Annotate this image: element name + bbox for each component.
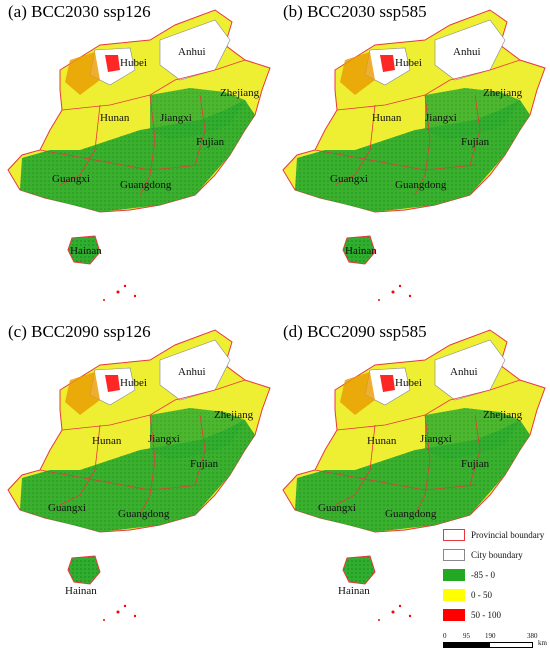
map-a [7,9,271,302]
label-guangdong: Guangdong [118,508,170,520]
label-jiangxi: Jiangxi [148,433,180,445]
scale-unit: km [538,639,547,647]
label-jiangxi: Jiangxi [425,112,457,124]
map-c [7,329,271,622]
map-legend: Provincial boundary City boundary -85 - … [443,528,548,654]
label-anhui: Anhui [178,366,206,378]
label-guangdong: Guangdong [395,179,447,191]
label-jiangxi: Jiangxi [160,112,192,124]
label-fujian: Fujian [461,136,490,148]
label-guangdong: Guangdong [385,508,437,520]
label-anhui: Anhui [453,46,481,58]
panel-title: (b) BCC2030 ssp585 [283,2,427,21]
label-guangxi: Guangxi [330,173,368,185]
legend-class2: 0 - 50 [443,588,492,602]
label-hainan: Hainan [345,245,377,257]
label-hainan: Hainan [65,585,97,597]
label-zhejiang: Zhejiang [220,87,260,99]
provincial-swatch [443,529,465,541]
legend-label: -85 - 0 [471,570,495,580]
legend-label: City boundary [471,550,523,560]
label-jiangxi: Jiangxi [420,433,452,445]
label-hubei: Hubei [120,377,147,389]
label-hunan: Hunan [367,435,397,447]
label-guangdong: Guangdong [120,179,172,191]
label-hainan: Hainan [338,585,370,597]
label-zhejiang: Zhejiang [483,87,523,99]
map-panel-a: (a) BCC2030 ssp126 [0,0,275,328]
label-hunan: Hunan [92,435,122,447]
label-zhejiang: Zhejiang [214,409,254,421]
label-zhejiang: Zhejiang [483,409,523,421]
legend-label: 0 - 50 [471,590,492,600]
city-swatch [443,549,465,561]
class1-swatch [443,569,465,581]
scale-tick: 0 [443,632,447,640]
label-anhui: Anhui [178,46,206,58]
label-guangxi: Guangxi [48,502,86,514]
scale-tick: 95 [463,632,470,640]
label-hubei: Hubei [120,57,147,69]
class3-swatch [443,609,465,621]
legend-city: City boundary [443,548,523,562]
label-guangxi: Guangxi [318,502,356,514]
label-fujian: Fujian [461,458,490,470]
label-hainan: Hainan [70,245,102,257]
legend-label: Provincial boundary [471,530,545,540]
label-anhui: Anhui [450,366,478,378]
scale-tick: 190 [485,632,496,640]
label-hubei: Hubei [395,377,422,389]
scale-seg [443,642,489,648]
label-fujian: Fujian [196,136,225,148]
map-panel-c: (c) BCC2090 ssp126 [0,320,275,648]
legend-provincial: Provincial boundary [443,528,544,542]
label-guangxi: Guangxi [52,173,90,185]
scale-bar: 0 95 190 380 km [443,632,548,654]
label-hunan: Hunan [372,112,402,124]
legend-label: 50 - 100 [471,610,501,620]
label-hubei: Hubei [395,57,422,69]
map-panel-d: (d) BCC2090 ssp585 [275,320,550,648]
label-fujian: Fujian [190,458,219,470]
panel-title: (a) BCC2030 ssp126 [8,2,151,21]
panel-title: (c) BCC2090 ssp126 [8,322,151,341]
map-panel-b: (b) BCC2030 ssp585 [275,0,550,328]
class2-swatch [443,589,465,601]
map-b [282,9,546,302]
legend-class3: 50 - 100 [443,608,501,622]
label-hunan: Hunan [100,112,130,124]
legend-class1: -85 - 0 [443,568,495,582]
panel-title: (d) BCC2090 ssp585 [283,322,427,341]
scale-tick: 380 [527,632,538,640]
scale-seg [489,642,533,648]
